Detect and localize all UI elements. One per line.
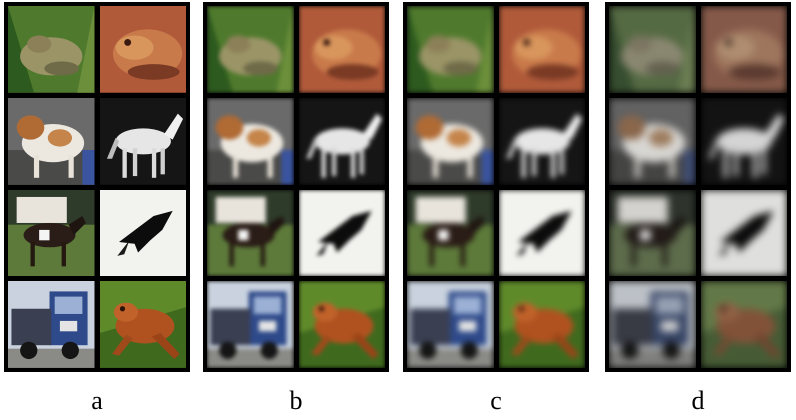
image-cell: [700, 6, 787, 93]
image-cell: [99, 189, 186, 277]
image-cell: [8, 281, 95, 368]
thumb-horse: [298, 97, 385, 185]
image-cell: [498, 281, 585, 368]
image-cell: [298, 281, 385, 368]
image-cell: [207, 189, 294, 277]
thumb-horse: [498, 97, 585, 185]
thumb-dog: [207, 97, 294, 185]
thumb-truck: [609, 281, 696, 368]
thumb-horse-cart: [609, 189, 696, 277]
thumb-airplane: [99, 189, 186, 277]
thumb-horse-cart: [407, 189, 494, 277]
thumb-horse-cart: [207, 189, 294, 277]
image-cell: [207, 281, 294, 368]
thumb-frog-2: [298, 281, 385, 368]
thumb-truck: [8, 281, 95, 368]
image-cell: [498, 6, 585, 93]
thumb-frog-1: [609, 6, 696, 93]
thumb-toad: [298, 6, 385, 93]
thumb-dog: [407, 97, 494, 185]
image-cell: [407, 281, 494, 368]
thumb-frog-1: [407, 6, 494, 93]
thumb-toad: [700, 6, 787, 93]
thumb-frog-1: [207, 6, 294, 93]
image-cell: [498, 189, 585, 277]
panel-c-label: c: [490, 386, 502, 415]
thumb-dog: [8, 97, 95, 185]
image-cell: [99, 6, 186, 93]
image-cell: [700, 97, 787, 185]
image-cell: [298, 6, 385, 93]
panel-d-reconstructions: [605, 2, 791, 372]
panel-c-reconstructions: [403, 2, 589, 372]
thumb-airplane: [498, 189, 585, 277]
image-cell: [99, 281, 186, 368]
panel-a-original-images: [4, 2, 190, 372]
thumb-horse-cart: [8, 189, 95, 277]
image-cell: [8, 97, 95, 185]
thumb-frog-2: [99, 281, 186, 368]
image-cell: [298, 97, 385, 185]
thumb-frog-2: [498, 281, 585, 368]
thumb-frog-2: [700, 281, 787, 368]
image-cell: [407, 6, 494, 93]
thumb-airplane: [700, 189, 787, 277]
image-cell: [298, 189, 385, 277]
thumb-truck: [407, 281, 494, 368]
thumb-horse: [99, 97, 186, 185]
thumb-frog-1: [8, 6, 95, 93]
panel-a-label: a: [91, 386, 103, 415]
thumb-dog: [609, 97, 696, 185]
thumb-toad: [99, 6, 186, 93]
image-cell: [609, 281, 696, 368]
thumb-airplane: [298, 189, 385, 277]
thumb-toad: [498, 6, 585, 93]
image-cell: [700, 189, 787, 277]
image-cell: [207, 6, 294, 93]
panel-d-label: d: [691, 386, 705, 415]
image-cell: [498, 97, 585, 185]
image-cell: [99, 97, 186, 185]
image-cell: [8, 189, 95, 277]
image-cell: [609, 97, 696, 185]
image-cell: [207, 97, 294, 185]
image-cell: [8, 6, 95, 93]
image-cell: [407, 189, 494, 277]
thumb-horse: [700, 97, 787, 185]
panel-b-reconstructions: [203, 2, 389, 372]
image-cell: [609, 189, 696, 277]
image-cell: [700, 281, 787, 368]
image-cell: [407, 97, 494, 185]
image-cell: [609, 6, 696, 93]
panel-b-label: b: [289, 386, 303, 415]
thumb-truck: [207, 281, 294, 368]
